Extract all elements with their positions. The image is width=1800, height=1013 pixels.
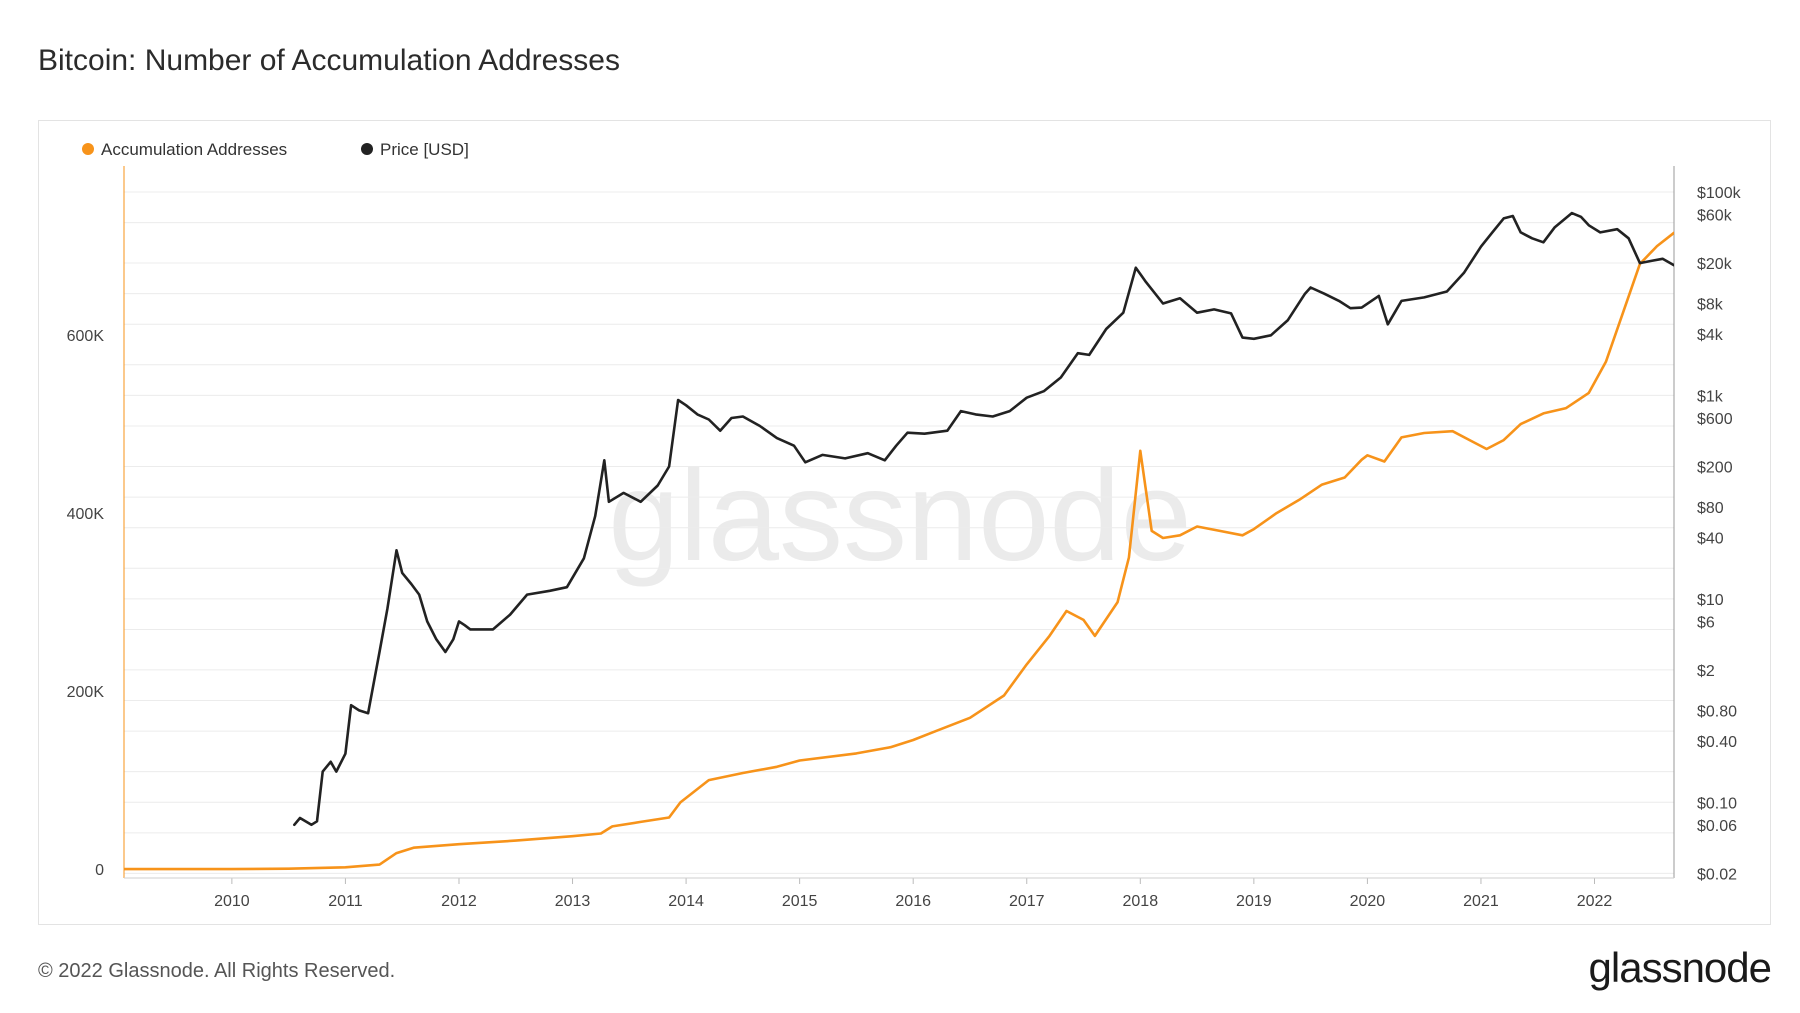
watermark: glassnode	[608, 445, 1192, 588]
price-line	[293, 211, 1674, 827]
x-tick-label: 2011	[328, 893, 363, 910]
right-tick-label: $0.40	[1697, 734, 1737, 751]
x-tick-label: 2022	[1577, 893, 1613, 910]
left-axis-ticks: 0 200K 400K 600K	[67, 328, 105, 879]
right-tick-label: $6	[1697, 614, 1715, 631]
right-tick-label: $0.80	[1697, 703, 1737, 720]
x-tick-label: 2010	[214, 893, 250, 910]
right-tick-label: $10	[1697, 592, 1724, 609]
right-tick-label: $100k	[1697, 185, 1742, 202]
right-tick-label: $0.02	[1697, 866, 1737, 883]
x-tick-label: 2014	[668, 893, 704, 910]
legend: Accumulation Addresses Price [USD]	[82, 140, 469, 159]
chart-title: Bitcoin: Number of Accumulation Addresse…	[38, 44, 620, 77]
left-tick-label: 0	[95, 862, 104, 879]
glassnode-logo: glassnode	[1588, 944, 1772, 991]
x-axis-ticks: 2010 2011 2012 2013 2014 2015 2016 2017 2018 2019…	[214, 893, 1612, 910]
legend-swatch	[361, 143, 373, 155]
x-tick-label: 2017	[1009, 893, 1045, 910]
x-tick-label: 2020	[1350, 893, 1386, 910]
legend-swatch	[82, 143, 94, 155]
right-tick-label: $200	[1697, 459, 1733, 476]
left-tick-label: 600K	[67, 328, 105, 345]
x-tick-label: 2018	[1123, 893, 1159, 910]
right-tick-label: $8k	[1697, 297, 1724, 314]
x-tick-label: 2012	[441, 893, 477, 910]
grid	[124, 191, 1674, 884]
right-tick-label: $0.10	[1697, 795, 1737, 812]
right-tick-label: $80	[1697, 500, 1724, 517]
chart-frame	[38, 120, 1771, 925]
x-tick-label: 2021	[1463, 893, 1499, 910]
right-tick-label: $0.06	[1697, 818, 1737, 835]
legend-label: Accumulation Addresses	[101, 140, 287, 159]
x-tick-label: 2016	[895, 893, 931, 910]
right-tick-label: $4k	[1697, 327, 1724, 344]
accumulation-addresses-line	[124, 231, 1674, 871]
left-tick-label: 400K	[67, 506, 105, 523]
x-tick-label: 2019	[1236, 893, 1272, 910]
right-tick-label: $1k	[1697, 388, 1724, 405]
right-tick-label: $20k	[1697, 256, 1733, 273]
legend-label: Price [USD]	[380, 140, 469, 159]
series-layer	[124, 211, 1674, 871]
left-tick-label: 200K	[67, 684, 105, 701]
right-axis-ticks: $0.02 $0.06 $0.10 $0.40 $0.80 $2 $6 $10 $40 $80 $2…	[1697, 185, 1742, 883]
x-tick-label: 2013	[555, 893, 591, 910]
right-tick-label: $60k	[1697, 208, 1733, 225]
right-tick-label: $600	[1697, 411, 1733, 428]
right-tick-label: $2	[1697, 663, 1715, 680]
right-tick-label: $40	[1697, 531, 1724, 548]
x-tick-label: 2015	[782, 893, 818, 910]
copyright-text: © 2022 Glassnode. All Rights Reserved.	[38, 960, 396, 982]
